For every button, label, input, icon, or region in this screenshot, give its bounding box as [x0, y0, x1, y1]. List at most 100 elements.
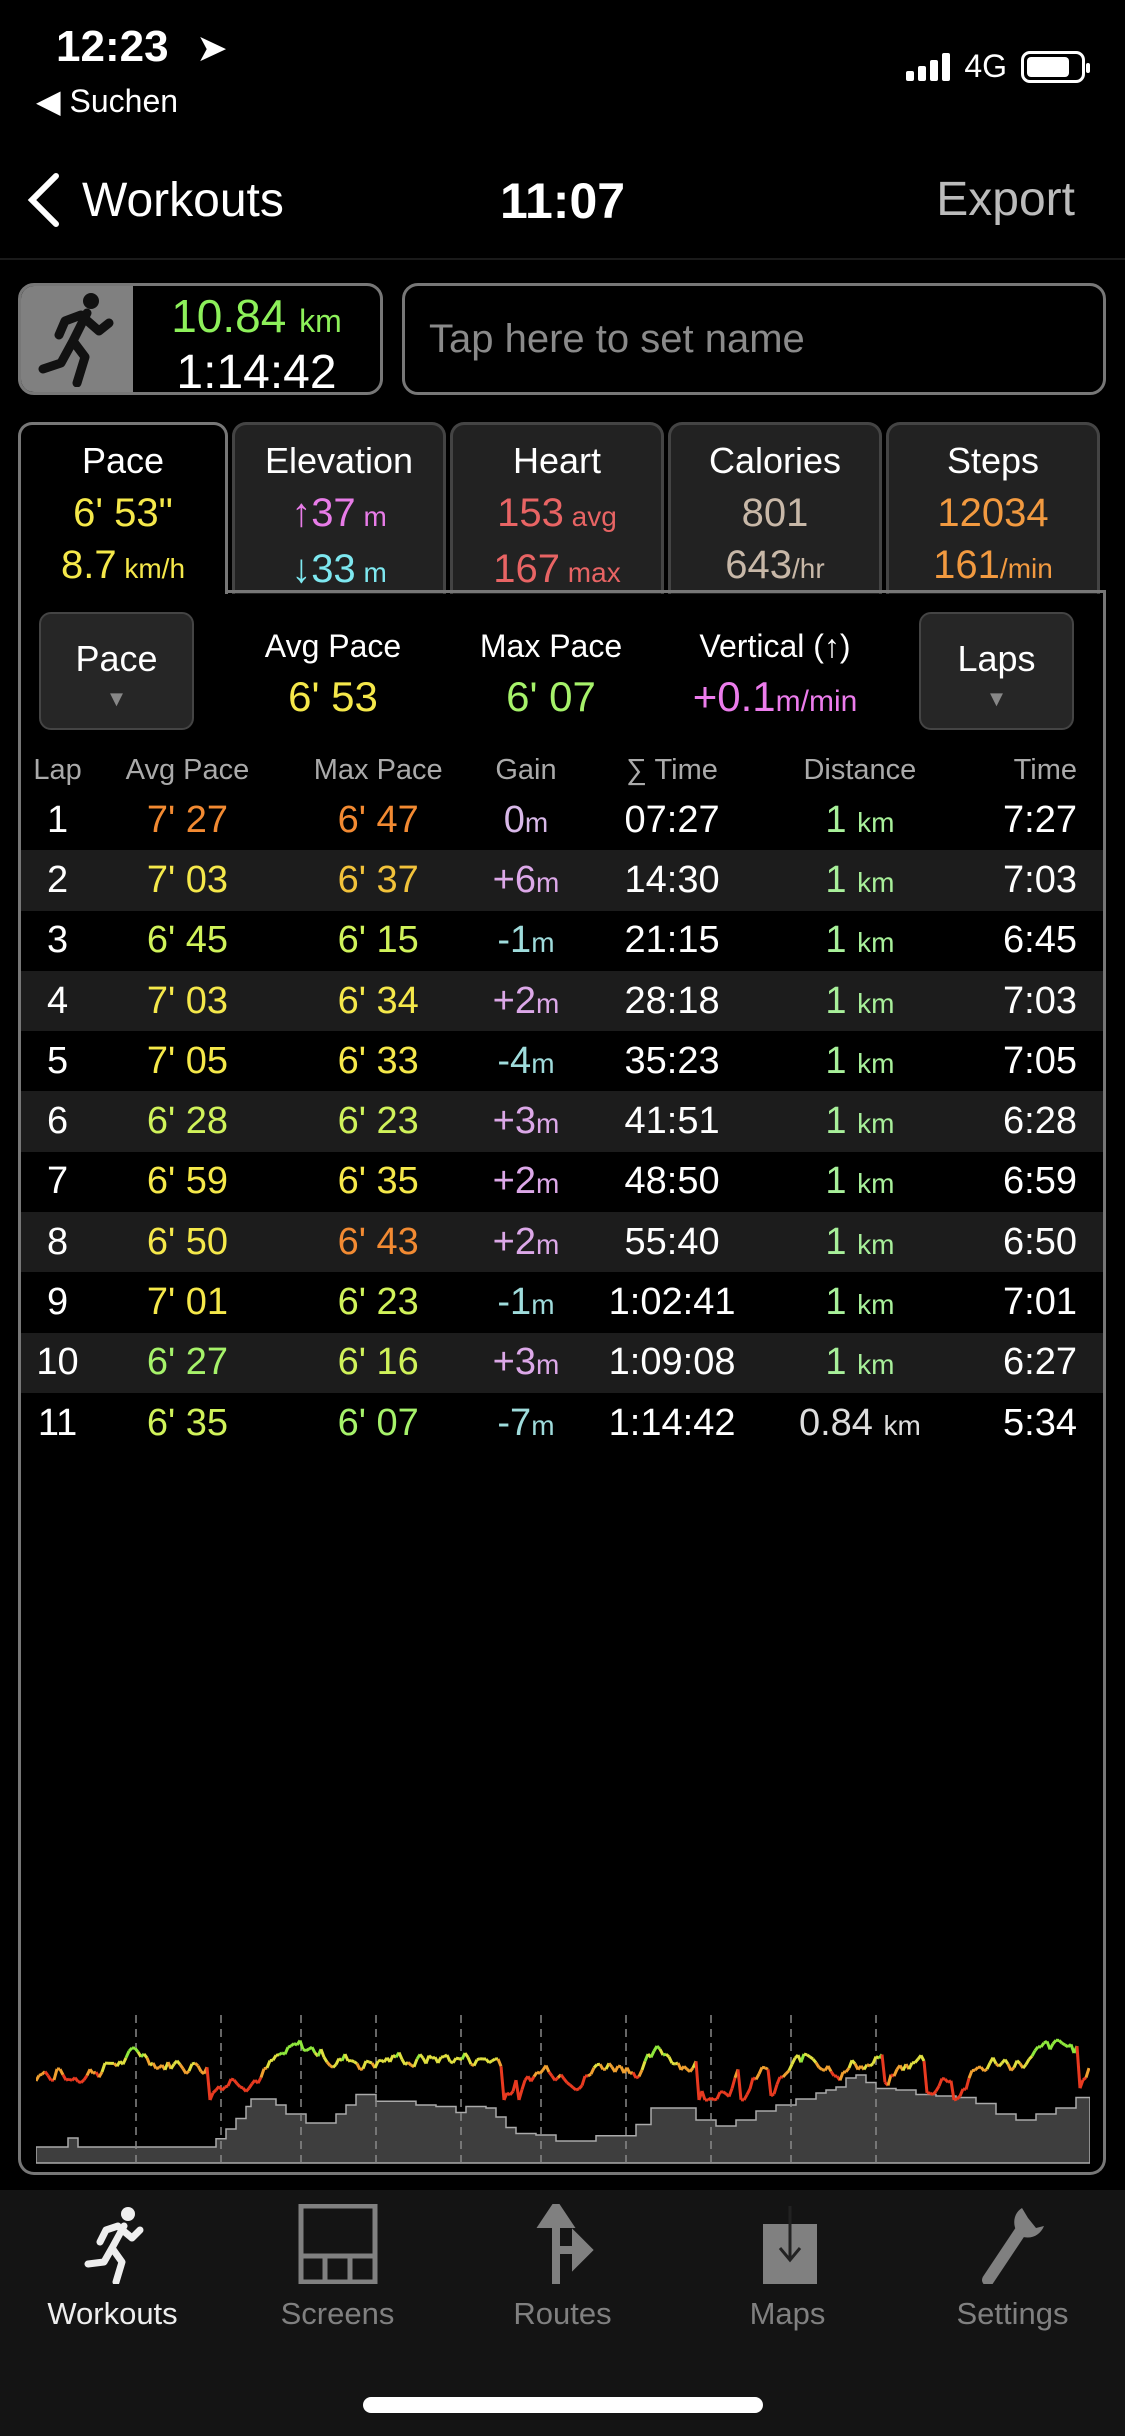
cumulative-time-value: 21:15 — [624, 919, 720, 962]
pace-line-segment — [995, 2062, 1000, 2068]
table-row[interactable]: 3 6' 45 6' 15 -1m 21:15 1 km 6:45 — [21, 911, 1103, 971]
export-button[interactable]: Export — [936, 173, 1075, 226]
pace-line-segment — [397, 2051, 404, 2060]
tab-heart[interactable]: Heart 153 avg 167 max — [450, 422, 664, 594]
lap-time-value: 6:27 — [1003, 1341, 1077, 1384]
avg-pace-value: 7' 03 — [146, 979, 229, 1022]
tab-pace[interactable]: Pace 6' 53" 8.7 km/h — [18, 422, 228, 594]
tabbar-workouts[interactable]: Workouts — [0, 2190, 225, 2436]
gain: -4m — [476, 1031, 577, 1091]
gain: +3m — [475, 1091, 577, 1152]
table-row[interactable]: 6 6' 28 6' 23 +3m 41:51 1 km 6:28 — [21, 1091, 1103, 1152]
table-row[interactable]: 4 7' 03 6' 34 +2m 28:18 1 km 7:03 — [21, 970, 1103, 1032]
table-row[interactable]: 1 7' 27 6' 47 0m 07:27 1 km 7:27 — [21, 790, 1103, 850]
distance: 1 km — [768, 790, 952, 850]
pace-line-segment — [350, 2059, 355, 2064]
pace-line-segment — [449, 2060, 454, 2065]
pace-line-segment — [265, 2060, 272, 2069]
lap-number: 3 — [21, 911, 94, 971]
pace-line-segment — [191, 2061, 196, 2066]
pace-line-segment — [1051, 2039, 1058, 2045]
lap-number: 4 — [21, 970, 95, 1032]
table-row[interactable]: 11 6' 35 6' 07 -7m 1:14:42 0.84 km 5:34 — [21, 1393, 1103, 1453]
pace-line-segment — [983, 2067, 988, 2073]
tab-calories[interactable]: Calories 801 643/hr — [668, 422, 882, 594]
pace-line-segment — [1082, 2076, 1087, 2082]
workout-summary[interactable]: 10.84 km 1:14:42 — [18, 283, 383, 395]
max-pace-value: 6' 15 — [337, 919, 419, 962]
pace-line-segment — [239, 2085, 244, 2090]
table-row[interactable]: 8 6' 50 6' 43 +2m 55:40 1 km 6:50 — [21, 1212, 1103, 1273]
avg-pace-value: 6' 59 — [146, 1160, 229, 1203]
pace-line-segment — [46, 2074, 53, 2082]
table-row[interactable]: 10 6' 27 6' 16 +3m 1:09:08 1 km 6:27 — [21, 1332, 1103, 1393]
elevation-loss: ↓33 — [291, 547, 356, 591]
home-indicator[interactable] — [363, 2397, 763, 2413]
tab-label: Steps — [946, 440, 1040, 481]
max-pace-value: 6' 07 — [337, 1401, 419, 1444]
pace-line-segment — [151, 2062, 158, 2070]
avg-pace-value: 6' 27 — [146, 1341, 229, 1384]
pace-line-segment — [844, 2067, 851, 2073]
lap-number-value: 8 — [46, 1220, 69, 1263]
metric-select[interactable]: Pace ▼ — [39, 612, 194, 730]
pace-line-segment — [445, 2054, 452, 2063]
calories-total: 801 — [741, 491, 809, 535]
workout-name-input[interactable]: Tap here to set name — [402, 283, 1106, 395]
tabbar-screens[interactable]: Screens — [225, 2190, 450, 2436]
gain-value: +3 — [492, 1341, 536, 1384]
max-pace: 6' 23 — [280, 1091, 476, 1152]
tab-elevation[interactable]: Elevation ↑37 m ↓33 m — [232, 422, 446, 594]
tabbar-settings[interactable]: Settings — [900, 2190, 1125, 2436]
gain-value: +6 — [492, 858, 536, 901]
tabbar-routes[interactable]: Routes — [450, 2190, 675, 2436]
pace-line-segment — [635, 2075, 640, 2080]
gain: +3m — [475, 1332, 577, 1393]
pace-line-segment — [43, 2070, 50, 2077]
distance: 1 km — [768, 1031, 952, 1091]
table-row[interactable]: 2 7' 03 6' 37 +6m 14:30 1 km 7:03 — [21, 850, 1103, 911]
pace-line-segment — [838, 2071, 845, 2081]
running-icon — [21, 286, 133, 392]
pace-line-segment — [569, 2083, 574, 2089]
pace-line-segment — [764, 2066, 769, 2071]
back-to-app[interactable]: ◀ Suchen — [36, 83, 179, 119]
pace-line-segment — [353, 2060, 358, 2065]
column-header: Distance — [803, 753, 917, 786]
stat-unit: m/min — [775, 685, 858, 718]
tabbar-label: Settings — [956, 2296, 1069, 2331]
table-row[interactable]: 7 6' 59 6' 35 +2m 48:50 1 km 6:59 — [21, 1152, 1103, 1212]
lap-time-value: 7:01 — [1003, 1281, 1077, 1324]
table-row[interactable]: 5 7' 05 6' 33 -4m 35:23 1 km 7:05 — [21, 1031, 1103, 1091]
back-button[interactable]: Workouts — [24, 170, 284, 230]
dropdown-triangle-icon: ▼ — [105, 686, 128, 711]
pace-line-segment — [674, 2061, 679, 2066]
status-time: 12:23 — [56, 22, 169, 71]
pace-line-segment — [412, 2058, 419, 2068]
tabbar-label: Workouts — [47, 2296, 178, 2331]
avg-pace-value: 6' 35 — [146, 1401, 229, 1444]
pace-line-segment — [263, 2066, 268, 2071]
cumulative-time: 07:27 — [576, 790, 768, 850]
pace-line-segment — [934, 2085, 941, 2092]
table-row[interactable]: 9 7' 01 6' 23 -1m 1:02:41 1 km 7:01 — [21, 1272, 1103, 1332]
pace-line-segment — [748, 2077, 755, 2090]
distance: 1 km — [767, 1212, 952, 1273]
pace-line-segment — [1048, 2043, 1055, 2051]
lap-time-value: 7:03 — [1003, 979, 1077, 1022]
tabbar-maps[interactable]: Maps — [675, 2190, 900, 2436]
pace-line-segment — [640, 2060, 647, 2071]
pace-line-segment — [577, 2084, 584, 2090]
pace-line-segment — [979, 2066, 986, 2072]
max-pace: 6' 47 — [281, 790, 476, 850]
lap-number-value: 11 — [37, 1401, 78, 1444]
pace-line-segment — [790, 2057, 797, 2065]
tab-steps[interactable]: Steps 12034 161/min — [886, 422, 1100, 594]
pace-line-segment — [826, 2065, 833, 2073]
pace-line-segment — [787, 2063, 794, 2072]
pace-line-segment — [65, 2077, 70, 2082]
split-select[interactable]: Laps ▼ — [919, 612, 1074, 730]
pace-line-segment — [373, 2060, 380, 2069]
pace-line-segment — [458, 2057, 463, 2061]
max-pace-value: 6' 23 — [337, 1281, 419, 1324]
